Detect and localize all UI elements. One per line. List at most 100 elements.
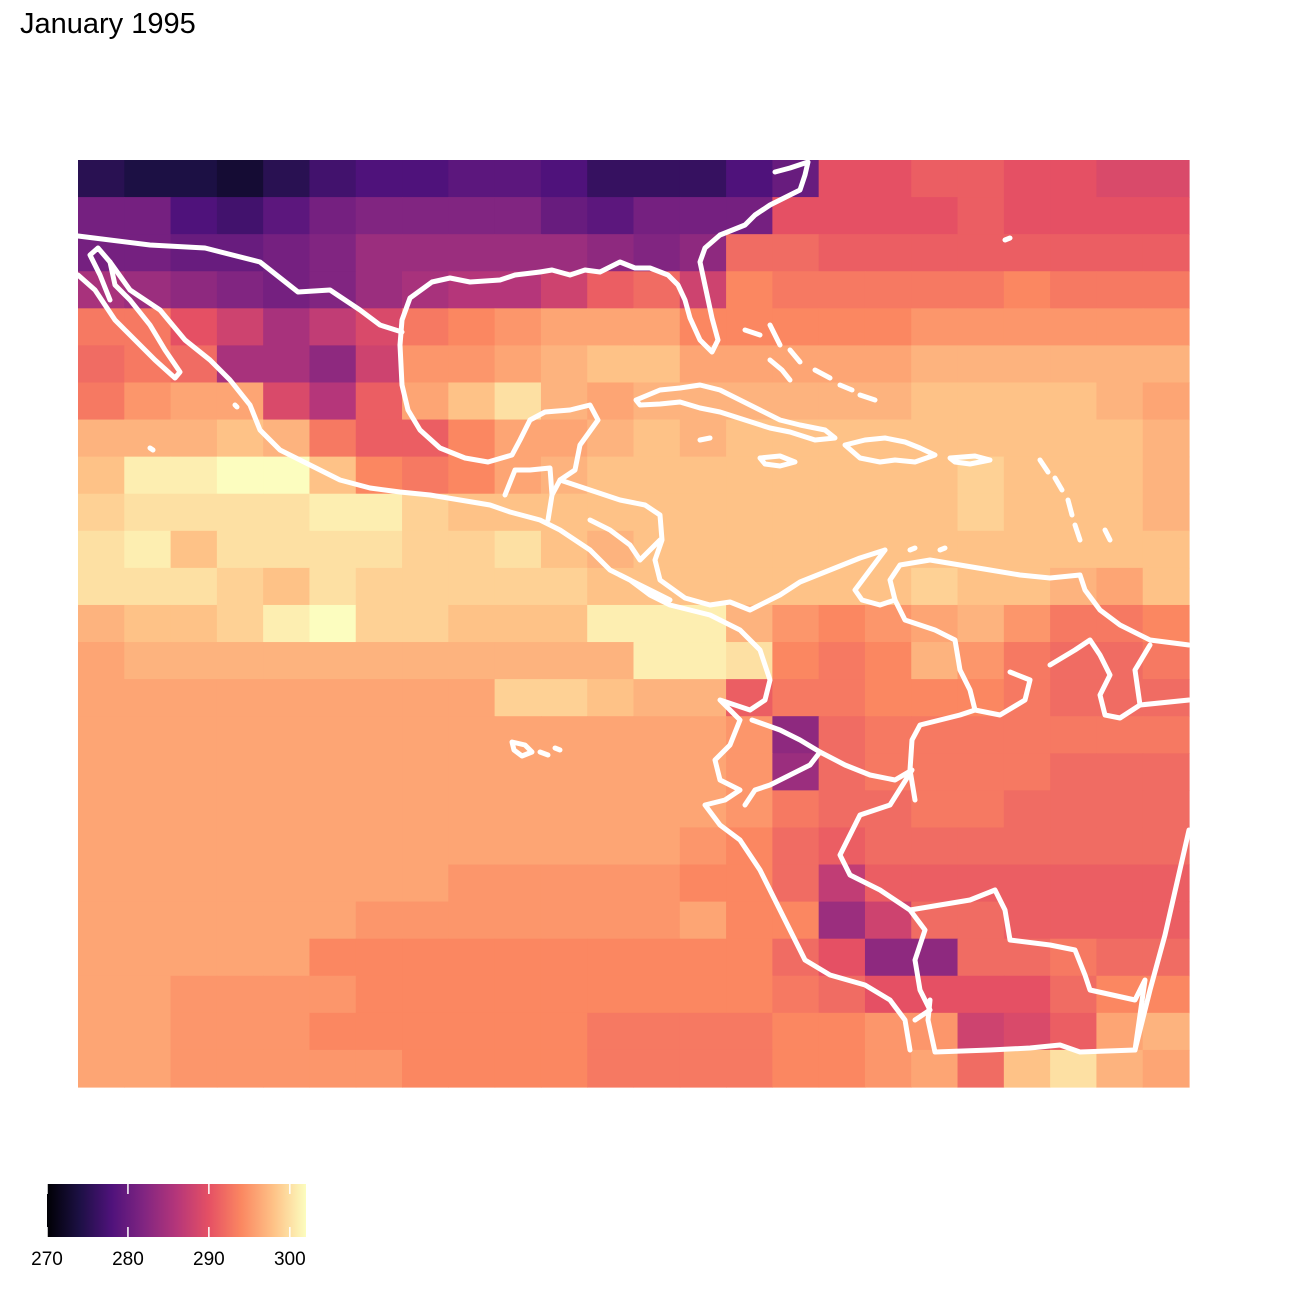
raster-cell	[263, 345, 311, 384]
raster-cell	[124, 456, 172, 495]
raster-cell	[355, 197, 403, 235]
colorbar-tick-label: 290	[193, 1249, 225, 1270]
raster-cell	[448, 160, 496, 198]
raster-cell	[818, 604, 866, 643]
raster-cell	[633, 827, 681, 866]
raster-cell	[911, 642, 959, 680]
raster-cell	[78, 604, 125, 643]
raster-cell	[957, 790, 1005, 829]
raster-cell	[494, 456, 542, 495]
raster-cell	[216, 1012, 264, 1051]
raster-cell	[170, 679, 218, 717]
raster-cell	[818, 456, 866, 495]
raster-cell	[587, 975, 635, 1014]
raster-cell	[864, 271, 912, 309]
raster-cell	[494, 753, 542, 791]
raster-cell	[679, 493, 727, 532]
raster-cell	[587, 308, 635, 346]
raster-cell	[494, 1049, 542, 1088]
raster-cell	[633, 790, 681, 829]
raster-cell	[78, 419, 125, 458]
raster-cell	[957, 160, 1005, 198]
raster-cell	[78, 456, 125, 495]
raster-cell	[309, 753, 357, 791]
raster-cell	[216, 493, 264, 532]
raster-cell	[309, 1012, 357, 1051]
raster-cell	[540, 308, 588, 346]
raster-cell	[540, 642, 588, 680]
raster-cell	[216, 308, 264, 346]
raster-cell	[1142, 938, 1190, 977]
raster-cell	[1050, 382, 1098, 421]
raster-cell	[1050, 160, 1098, 198]
raster-cell	[124, 530, 172, 569]
raster-cell	[402, 827, 449, 866]
raster-cell	[78, 493, 125, 532]
central-america-caribbean	[557, 477, 888, 613]
mexico-pacific-coast	[107, 259, 723, 623]
raster-cell	[726, 938, 773, 977]
raster-cell	[309, 1049, 357, 1088]
raster-cell	[124, 1049, 172, 1088]
raster-cell	[216, 716, 264, 754]
raster-cell	[633, 197, 681, 235]
raster-cell	[309, 901, 357, 940]
raster-cell	[726, 1012, 773, 1051]
raster-cell	[679, 642, 727, 680]
raster-cell	[679, 345, 727, 384]
raster-cell	[1142, 753, 1190, 791]
raster-cell	[78, 1049, 125, 1088]
raster-cell	[216, 530, 264, 569]
raster-cell	[448, 197, 496, 235]
raster-cell	[772, 493, 820, 532]
raster-cell	[864, 234, 912, 272]
raster-cell	[216, 604, 264, 643]
raster-cell	[263, 1012, 311, 1051]
raster-cell	[1142, 345, 1190, 384]
raster-cell	[540, 197, 588, 235]
raster-cell	[78, 938, 125, 977]
raster-cell	[494, 308, 542, 346]
raster-cell	[726, 345, 773, 384]
raster-cell	[402, 790, 449, 829]
raster-cell	[1096, 456, 1144, 495]
raster-cell	[494, 679, 542, 717]
raster-cell	[355, 938, 403, 977]
raster-cell	[679, 716, 727, 754]
raster-cell	[633, 716, 681, 754]
colorbar-gradient	[47, 1184, 306, 1237]
raster-cell	[957, 938, 1005, 977]
raster-cell	[633, 901, 681, 940]
raster-cell	[911, 382, 959, 421]
raster-cell	[772, 271, 820, 309]
raster-cell	[309, 642, 357, 680]
raster-cell	[263, 827, 311, 866]
raster-cell	[494, 1012, 542, 1051]
raster-cell	[726, 234, 773, 272]
raster-cell	[911, 271, 959, 309]
raster-cell	[78, 790, 125, 829]
raster-cell	[540, 382, 588, 421]
raster-cell	[633, 642, 681, 680]
raster-cell	[1050, 345, 1098, 384]
raster-cell	[1096, 419, 1144, 458]
galapagos	[509, 739, 563, 759]
temperature-raster	[78, 160, 1190, 1088]
raster-cell	[1003, 382, 1051, 421]
raster-cell	[78, 864, 125, 903]
raster-cell	[402, 160, 449, 198]
raster-cell	[726, 530, 773, 569]
raster-cell	[355, 716, 403, 754]
raster-cell	[772, 234, 820, 272]
raster-cell	[309, 419, 357, 458]
raster-cell	[633, 679, 681, 717]
raster-cell	[124, 567, 172, 606]
raster-cell	[679, 1049, 727, 1088]
raster-cell	[355, 642, 403, 680]
ecuador	[742, 717, 823, 808]
raster-cell	[1003, 160, 1051, 198]
raster-cell	[402, 1049, 449, 1088]
raster-cell	[633, 1049, 681, 1088]
raster-cell	[587, 197, 635, 235]
south-america-north-coast	[702, 617, 913, 1053]
